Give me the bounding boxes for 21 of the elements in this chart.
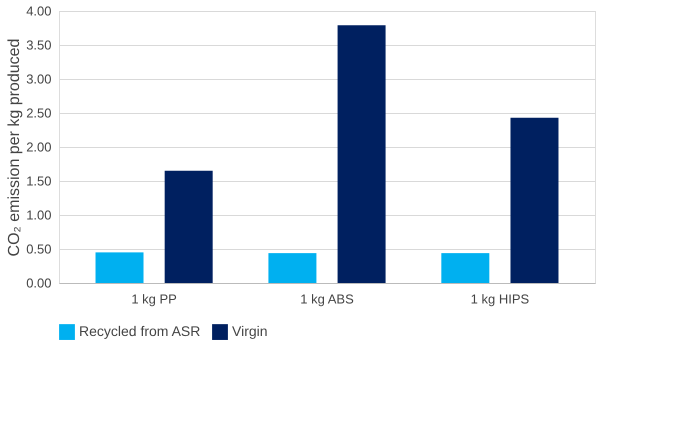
- bar: [441, 253, 490, 283]
- bar: [164, 170, 213, 283]
- y-tick-label: 1.50: [26, 174, 52, 188]
- y-tick-label: 0.00: [26, 276, 52, 290]
- y-tick-label: 3.50: [26, 38, 52, 52]
- x-tick-label: 1 kg HIPS: [470, 292, 530, 306]
- x-tick-label: 1 kg PP: [131, 292, 177, 306]
- y-tick-label: 1.00: [26, 208, 52, 222]
- x-tick-label: 1 kg ABS: [300, 292, 354, 306]
- y-tick-label: 4.00: [26, 4, 52, 18]
- bar: [268, 253, 316, 283]
- y-tick-label: 2.50: [26, 106, 52, 120]
- y-tick-label: 3.00: [26, 72, 52, 86]
- y-tick-label: 0.50: [26, 242, 52, 256]
- legend-label: Virgin: [232, 323, 268, 340]
- bar: [338, 25, 386, 283]
- legend-label: Recycled from ASR: [79, 323, 200, 340]
- bar: [510, 118, 558, 283]
- y-axis-title: CO₂ emission per kg produced: [6, 38, 24, 256]
- y-tick-label: 2.00: [26, 140, 52, 154]
- bar: [96, 252, 144, 283]
